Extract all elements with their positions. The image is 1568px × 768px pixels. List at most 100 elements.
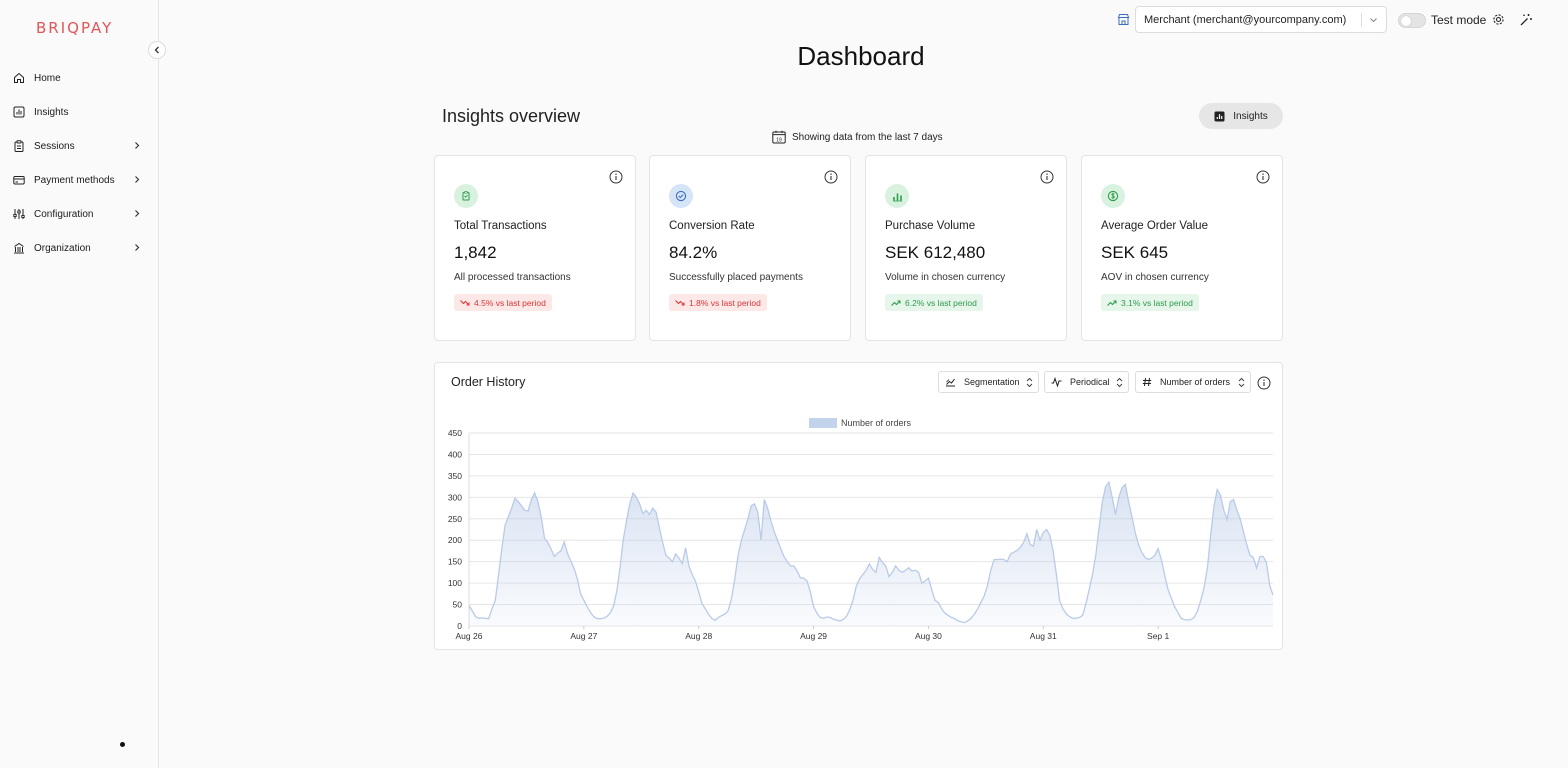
period-select-value: Periodical [1070, 377, 1110, 387]
insights-button-label: Insights [1233, 110, 1268, 122]
clipboard-icon [13, 140, 25, 152]
y-tick-label: 450 [448, 428, 462, 438]
calendar-day: 19 [776, 137, 782, 143]
bar-chart-icon [885, 184, 909, 208]
info-icon[interactable] [1256, 170, 1270, 184]
period-select[interactable]: Periodical [1044, 371, 1129, 393]
sidebar-item-organization[interactable]: Organization [0, 231, 159, 265]
sidebar-item-payment-methods[interactable]: Payment methods [0, 163, 159, 197]
briqpay-logo[interactable]: BRIQPAY [36, 19, 114, 37]
x-tick-label: Aug 31 [1030, 631, 1057, 641]
kpi-delta-badge: 4.5% vs last period [454, 294, 552, 311]
x-tick-label: Aug 28 [685, 631, 712, 641]
kpi-label: Conversion Rate [669, 220, 755, 232]
kpi-value: SEK 645 [1101, 243, 1169, 262]
x-tick-label: Aug 27 [570, 631, 597, 641]
credit-card-icon [13, 174, 25, 186]
sidebar-item-sessions[interactable]: Sessions [0, 129, 159, 163]
y-tick-label: 350 [448, 471, 462, 481]
info-icon[interactable] [1040, 170, 1054, 184]
test-mode-label: Test mode [1431, 13, 1487, 27]
receipt-icon [454, 184, 478, 208]
kpi-delta-badge: 3.1% vs last period [1101, 294, 1199, 311]
metric-select[interactable]: Number of orders [1135, 371, 1251, 393]
order-history-title: Order History [451, 375, 526, 389]
kpi-label: Total Transactions [454, 220, 547, 232]
kpi-delta-text: 4.5% vs last period [474, 297, 546, 308]
kpi-label: Purchase Volume [885, 220, 976, 232]
chevron-down-icon [1370, 18, 1377, 23]
home-icon [13, 72, 25, 84]
sidebar-item-configuration[interactable]: Configuration [0, 197, 159, 231]
kpi-description: Successfully placed payments [669, 272, 803, 283]
segmentation-select-value: Segmentation [964, 377, 1020, 387]
sidebar: BRIQPAY Home Insights Sessions [0, 0, 166, 768]
kpi-value: 1,842 [454, 243, 497, 262]
kpi-description: Volume in chosen currency [885, 272, 1006, 283]
kpi-value: SEK 612,480 [885, 243, 986, 262]
x-tick-label: Aug 30 [915, 631, 942, 641]
merchant-select[interactable]: Merchant (merchant@yourcompany.com) [1135, 6, 1387, 33]
kpi-delta-badge: 1.8% vs last period [669, 294, 767, 311]
y-tick-label: 200 [448, 535, 462, 545]
select-divider [1361, 13, 1362, 27]
theme-toggle-icon[interactable] [1519, 13, 1533, 27]
sidebar-item-label: Configuration [34, 208, 94, 220]
sidebar-item-label: Insights [34, 106, 69, 118]
insights-button[interactable]: Insights [1199, 103, 1283, 129]
status-dot [120, 742, 125, 747]
sidebar-nav: Home Insights Sessions Payment methods [0, 61, 159, 265]
sidebar-item-home[interactable]: Home [0, 61, 159, 95]
metric-select-value: Number of orders [1160, 377, 1231, 387]
kpi-description: AOV in chosen currency [1101, 272, 1209, 283]
order-history-panel: 0 50 100 150 200 250 300 350 400 450 Aug 26 Aug 27 A… [434, 362, 1283, 650]
y-tick-label: 50 [453, 600, 463, 610]
info-icon[interactable] [609, 170, 623, 184]
info-icon[interactable] [1257, 376, 1271, 390]
gear-icon[interactable] [1492, 13, 1505, 26]
x-tick-label: Aug 29 [800, 631, 827, 641]
y-tick-label: 100 [448, 578, 462, 588]
test-mode-toggle[interactable] [1398, 13, 1426, 28]
kpi-label: Average Order Value [1101, 220, 1208, 232]
series-line [468, 480, 1274, 624]
sidebar-item-label: Home [34, 72, 61, 84]
sidebar-item-insights[interactable]: Insights [0, 95, 159, 129]
check-circle-icon [669, 184, 693, 208]
collapse-sidebar-button[interactable] [148, 41, 166, 59]
info-icon[interactable] [824, 170, 838, 184]
kpi-delta-badge: 6.2% vs last period [885, 294, 983, 311]
trend-down-icon [675, 299, 685, 306]
building-icon [13, 242, 25, 254]
chevron-right-icon [135, 142, 140, 149]
y-tick-label: 400 [448, 449, 462, 459]
chevron-up-down-icon [1238, 377, 1245, 388]
sliders-icon [13, 208, 25, 220]
chevron-right-icon [135, 244, 140, 251]
trend-up-icon [891, 299, 901, 306]
kpi-card-purchase-volume: Purchase Volume SEK 612,480 Volume in ch… [865, 155, 1067, 341]
hash-icon [1142, 377, 1152, 387]
trend-down-icon [460, 299, 470, 306]
chevron-up-down-icon [1116, 377, 1123, 388]
store-icon [1117, 14, 1130, 25]
segmentation-select[interactable]: Segmentation [938, 371, 1039, 393]
trend-up-icon [1107, 299, 1117, 306]
kpi-card-conversion-rate: Conversion Rate 84.2% Successfully place… [649, 155, 851, 341]
dollar-circle-icon [1101, 184, 1125, 208]
sidebar-item-label: Payment methods [34, 174, 115, 186]
kpi-card-total-transactions: Total Transactions 1,842 All processed t… [434, 155, 636, 341]
section-title: Insights overview [442, 106, 581, 126]
bar-chart-icon [1214, 111, 1225, 121]
date-range-text: Showing data from the last 7 days [792, 131, 943, 143]
y-tick-label: 300 [448, 492, 462, 502]
kpi-delta-text: 3.1% vs last period [1121, 297, 1193, 308]
toggle-knob [1401, 16, 1411, 26]
chevron-right-icon [135, 210, 140, 217]
kpi-value: 84.2% [669, 243, 718, 262]
chevron-left-icon [154, 46, 159, 54]
order-history-chart: 0 50 100 150 200 250 300 350 400 450 Aug 26 Aug 27 A… [448, 418, 1274, 641]
calendar-icon: 19 [772, 130, 786, 144]
date-range-note: 19 Showing data from the last 7 days [772, 130, 943, 144]
kpi-card-average-order-value: Average Order Value SEK 645 AOV in chose… [1081, 155, 1283, 341]
